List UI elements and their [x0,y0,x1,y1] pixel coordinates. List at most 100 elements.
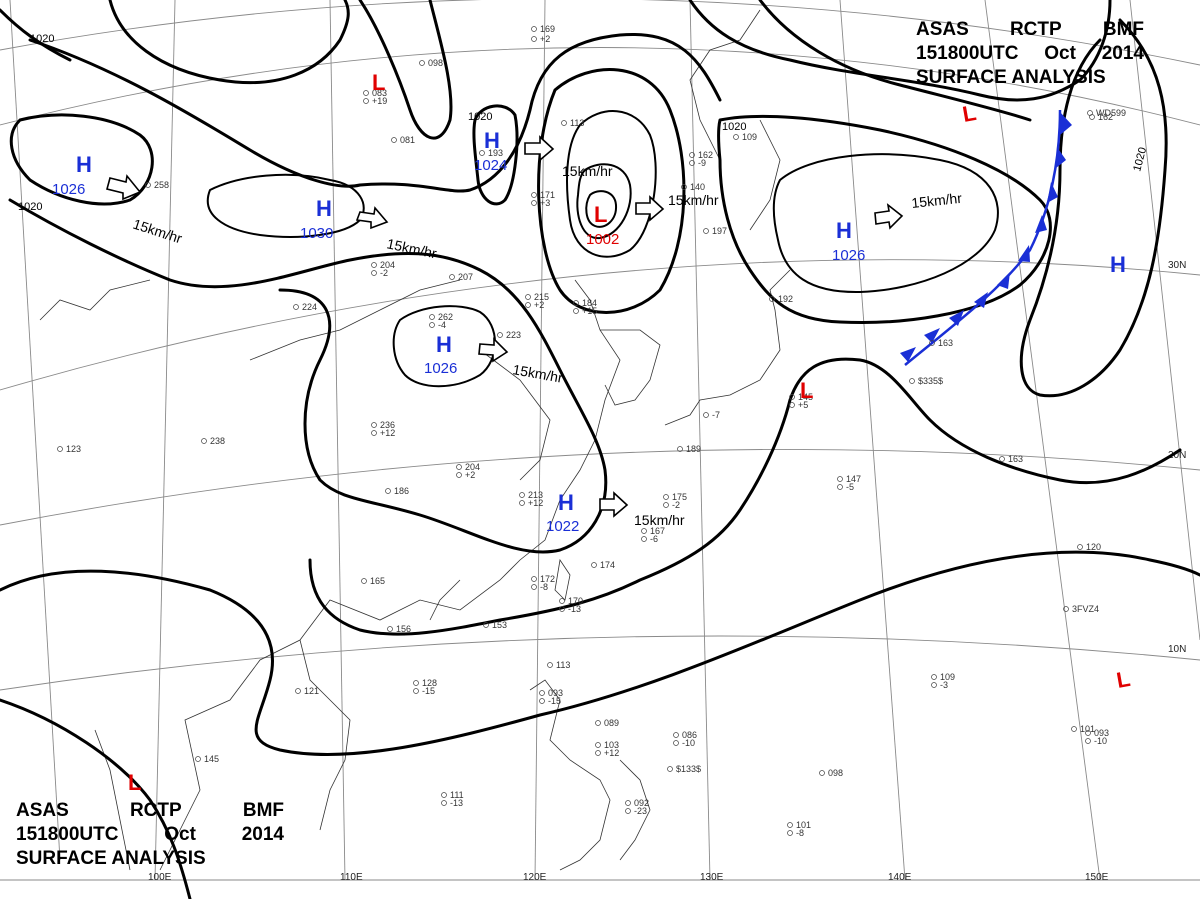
cold-front-triangle [1047,182,1058,203]
movement-speed: 15km/hr [668,192,719,208]
station-value: 238 [210,436,225,446]
station-value: -3 [940,680,948,690]
header-line-1: ASAS RCTP BMF [16,799,284,823]
station-value: +12 [528,498,543,508]
station-value: 113 [556,660,570,670]
station-value: 101 [796,820,811,830]
isobar-value: 1020 [468,111,492,123]
station-marker [561,120,567,126]
isobar-value: 1020 [30,33,54,45]
station-value: 163 [1008,454,1023,464]
station-value: 140 [690,182,705,192]
high-center-value: 1026 [832,247,865,264]
station-marker [525,294,531,300]
isobar [8,198,608,554]
low-center-value: 1002 [586,231,619,248]
low-center-symbol: L [594,202,607,227]
station-value: -23 [634,806,647,816]
station-marker [909,378,915,384]
station-value: 089 [604,718,619,728]
lon-label: 130E [700,872,724,883]
station-marker [789,402,795,408]
station-marker [703,228,709,234]
station-value: WD599 [1096,108,1126,118]
station-value: +5 [798,400,808,410]
station-value: 213 [528,490,543,500]
station-value: 207 [458,272,473,282]
station-value: 098 [828,768,843,778]
station-marker [456,472,462,478]
station-value: +3 [540,198,550,208]
station-marker [641,536,647,542]
station-value: 156 [396,624,411,634]
high-center-value: 1024 [474,157,507,174]
station-marker [677,446,683,452]
station-value: 093 [548,688,563,698]
station-marker [559,606,565,612]
station-marker [547,662,553,668]
isobar [392,305,496,388]
station-marker [681,184,687,190]
station-value: 175 [672,492,687,502]
station-value: 184 [582,298,597,308]
station-value: 215 [534,292,549,302]
station-value: 113 [570,118,584,128]
isobar [308,357,1182,636]
station-marker [531,576,537,582]
station-marker [385,488,391,494]
station-value: 170 [568,596,583,606]
high-center-symbol: H [484,128,500,153]
coastlines [39,9,791,871]
station-value: 163 [938,338,953,348]
high-center-value: 1026 [52,181,85,198]
station-value: 153 [492,620,507,630]
isobar [0,8,72,62]
station-value: -8 [796,828,804,838]
station-marker [531,584,537,590]
high-center-symbol: H [558,490,574,515]
station-value: 162 [698,150,713,160]
station-value: 165 [370,576,385,586]
station-marker [145,182,151,188]
station-value: 109 [940,672,955,682]
station-marker [293,304,299,310]
station-marker [837,484,843,490]
station-value: 258 [154,180,169,190]
station-marker [999,456,1005,462]
lat-label: 30N [1168,260,1186,271]
station-marker [663,494,669,500]
station-value: +12 [380,428,395,438]
station-marker [641,528,647,534]
station-value: 192 [778,294,793,304]
station-marker [595,742,601,748]
station-marker [595,720,601,726]
station-marker [419,60,425,66]
station-value: -9 [698,158,706,168]
station-value: 086 [682,730,697,740]
station-value: -13 [568,604,581,614]
station-marker [539,698,545,704]
cold-front-triangle [974,292,988,308]
isobar [0,698,192,899]
high-center-symbol: H [836,218,852,243]
station-marker [195,756,201,762]
station-value: 174 [600,560,615,570]
header-line-3: SURFACE ANALYSIS [16,847,284,871]
station-marker [413,680,419,686]
header-year: 2014 [241,824,284,845]
cold-front-triangle [1056,147,1066,168]
movement-speed: 15km/hr [911,190,963,211]
station-marker [787,822,793,828]
header-station: RCTP [129,800,182,821]
station-value: 083 [372,88,387,98]
grid-labels: 100E 110E 120E 130E 140E 150E 30N 20N 10… [148,260,1186,883]
lon-label: 150E [1085,872,1109,883]
isobar-value: 1020 [722,121,746,133]
isobar [537,68,686,314]
isobar [772,153,999,294]
station-marker [1077,544,1083,550]
station-value: -15 [422,686,435,696]
station-value: +2 [465,470,475,480]
low-center-symbol: L [372,70,385,95]
